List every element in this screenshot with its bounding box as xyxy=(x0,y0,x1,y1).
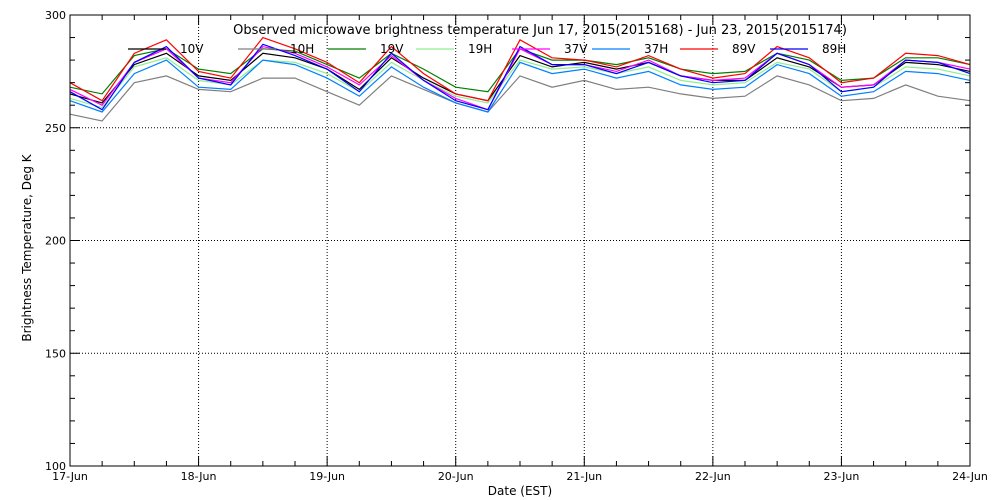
chart-title: Observed microwave brightness temperatur… xyxy=(233,23,847,38)
x-tick-label: 21-Jun xyxy=(566,470,602,483)
series-line-89h xyxy=(69,43,971,111)
series-line-10h xyxy=(69,75,971,122)
legend-label-89v: 89V xyxy=(732,42,756,56)
x-tick-label: 22-Jun xyxy=(695,470,731,483)
y-tick-label: 150 xyxy=(45,347,66,360)
x-tick-label: 18-Jun xyxy=(181,470,217,483)
legend-label-89h: 89H xyxy=(822,42,846,56)
y-tick-label: 250 xyxy=(45,122,66,135)
series-line-19h xyxy=(69,57,971,109)
legend-label-19h: 19H xyxy=(468,42,492,56)
legend-label-37v: 37V xyxy=(564,42,588,56)
x-tick-label: 17-Jun xyxy=(52,470,88,483)
x-tick-label: 23-Jun xyxy=(824,470,860,483)
tick-labels: 100 150 200 250 300 17-Jun 18-Jun 19-Jun 20-Jun 2… xyxy=(45,9,988,483)
y-tick-label: 300 xyxy=(45,9,66,22)
legend: 10V 10H 19V 19H 37V 37H 89V 89H xyxy=(128,42,846,56)
grid-lines xyxy=(70,15,970,466)
y-axis-label: Brightness Temperature, Deg K xyxy=(20,153,34,341)
series-line-89v xyxy=(69,36,971,102)
x-tick-label: 24-Jun xyxy=(952,470,988,483)
legend-label-10v: 10V xyxy=(180,42,204,56)
x-tick-label: 19-Jun xyxy=(309,470,345,483)
x-axis-label: Date (EST) xyxy=(488,484,552,498)
legend-label-19v: 19V xyxy=(380,42,404,56)
y-tick-label: 100 xyxy=(45,460,66,473)
y-tick-label: 200 xyxy=(45,235,66,248)
legend-label-37h: 37H xyxy=(644,42,668,56)
x-tick-label: 20-Jun xyxy=(438,470,474,483)
series-line-37h xyxy=(69,59,971,113)
legend-label-10h: 10H xyxy=(290,42,314,56)
axis-ticks xyxy=(69,14,971,467)
